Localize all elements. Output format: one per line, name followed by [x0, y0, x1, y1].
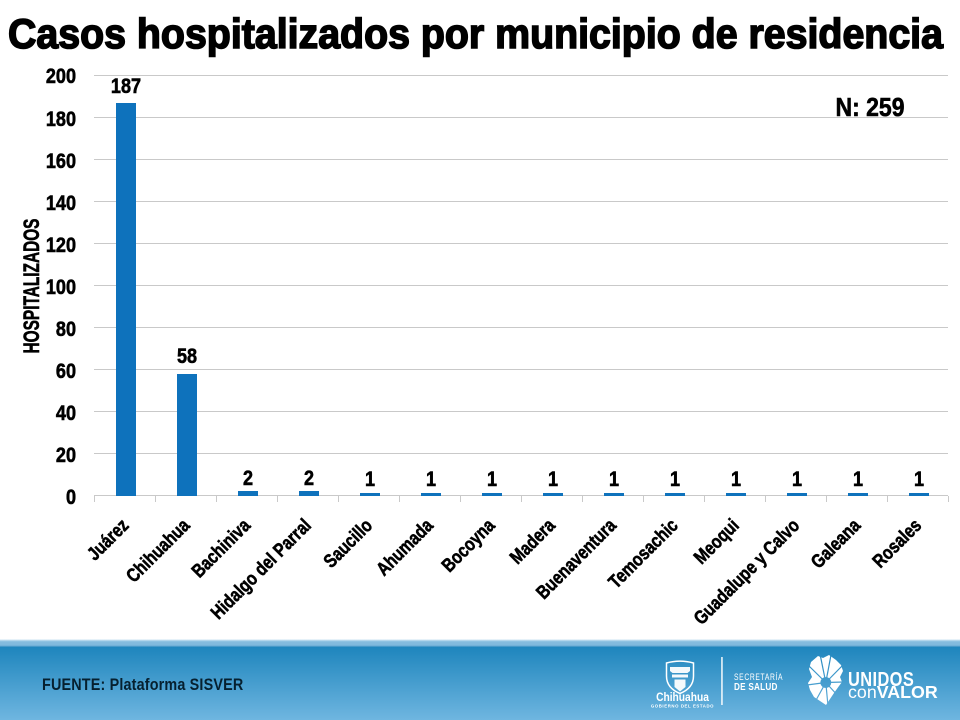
svg-text:UNIDOS: UNIDOS [848, 667, 914, 690]
svg-text:GOBIERNO DEL ESTADO: GOBIERNO DEL ESTADO [651, 704, 714, 709]
svg-text:Chihuahua: Chihuahua [656, 691, 710, 704]
svg-text:conVALOR: conVALOR [848, 682, 938, 702]
svg-text:DE SALUD: DE SALUD [734, 680, 778, 692]
svg-text:SECRETARÍA: SECRETARÍA [734, 671, 783, 682]
